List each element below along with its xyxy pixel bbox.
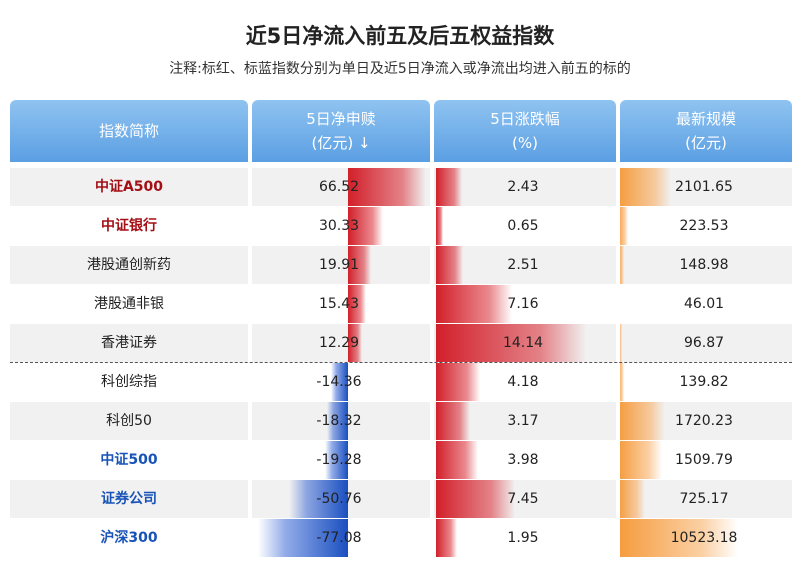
net-flow-bar bbox=[348, 324, 363, 362]
table-row: 中证A500 66.52 2.43 2101.65 bbox=[10, 168, 792, 206]
chart-subtitle: 注释:标红、标蓝指数分别为单日及近5日净流入或净流出均进入前五的标的 bbox=[169, 61, 631, 77]
table-row: 中证银行 30.33 0.65 223.53 bbox=[10, 207, 792, 245]
net-flow-bar bbox=[326, 402, 348, 440]
scale-bar bbox=[618, 168, 672, 206]
net-flow-cell: -19.28 bbox=[316, 452, 362, 468]
change-cell: 3.98 bbox=[507, 452, 539, 468]
change-bar bbox=[436, 363, 481, 401]
index-name-cell: 港股通创新药 bbox=[87, 257, 171, 273]
header-scale-label: 最新规模 bbox=[675, 110, 736, 128]
table-row: 证券公司 -50.76 7.45 725.17 bbox=[10, 480, 792, 518]
net-flow-bar bbox=[288, 480, 348, 518]
net-flow-cell: -18.32 bbox=[316, 413, 362, 429]
scale-cell: 46.01 bbox=[683, 296, 725, 312]
table-row: 科创50 -18.32 3.17 1720.23 bbox=[10, 402, 792, 440]
header-net-flow-label: 5日净申赎 bbox=[306, 110, 376, 128]
net-flow-cell: 19.91 bbox=[318, 257, 360, 273]
change-bar bbox=[436, 324, 586, 362]
change-bar bbox=[436, 168, 462, 206]
index-name-cell: 中证500 bbox=[100, 452, 158, 468]
change-bar bbox=[436, 207, 443, 245]
header-index-name-label: 指数简称 bbox=[98, 122, 159, 140]
index-name-cell: 沪深300 bbox=[100, 530, 158, 546]
column-separator bbox=[616, 168, 620, 568]
net-flow-cell: 12.29 bbox=[318, 335, 360, 351]
change-bar bbox=[436, 402, 470, 440]
change-cell: 3.17 bbox=[507, 413, 539, 429]
scale-cell: 725.17 bbox=[679, 491, 729, 507]
header-scale: 最新规模 (亿元) bbox=[620, 100, 792, 162]
table-row: 香港证券 12.29 14.14 96.87 bbox=[10, 324, 792, 362]
scale-bar bbox=[618, 402, 666, 440]
net-flow-bar bbox=[348, 168, 426, 206]
scale-bar bbox=[618, 480, 645, 518]
table-row: 中证500 -19.28 3.98 1509.79 bbox=[10, 441, 792, 479]
change-cell: 7.45 bbox=[507, 491, 539, 507]
change-cell: 4.18 bbox=[507, 374, 539, 390]
scale-bar bbox=[618, 246, 625, 284]
header-net-flow-unit: (亿元) ↓ bbox=[311, 134, 371, 152]
scale-bar bbox=[618, 363, 624, 401]
column-separator bbox=[430, 168, 434, 568]
change-bar bbox=[436, 285, 512, 323]
change-cell: 0.65 bbox=[507, 218, 539, 234]
index-name-cell: 科创综指 bbox=[101, 374, 157, 390]
change-bar bbox=[436, 480, 516, 518]
change-bar bbox=[436, 246, 463, 284]
scale-cell: 96.87 bbox=[683, 335, 725, 351]
net-flow-cell: 15.43 bbox=[318, 296, 360, 312]
change-bar bbox=[436, 441, 479, 479]
net-flow-bar bbox=[258, 519, 348, 557]
table-row: 港股通非银 15.43 7.16 46.01 bbox=[10, 285, 792, 323]
change-cell: 2.51 bbox=[507, 257, 539, 273]
index-name-cell: 香港证券 bbox=[101, 335, 157, 351]
net-flow-cell: 66.52 bbox=[318, 179, 360, 195]
table-row: 港股通创新药 19.91 2.51 148.98 bbox=[10, 246, 792, 284]
header-net-flow: 5日净申赎 (亿元) ↓ bbox=[252, 100, 430, 162]
header-change-label: 5日涨跌幅 bbox=[490, 110, 560, 128]
scale-bar bbox=[618, 519, 738, 557]
net-flow-cell: -77.08 bbox=[316, 530, 362, 546]
net-flow-cell: -14.36 bbox=[316, 374, 362, 390]
header-index-name: 指数简称 bbox=[10, 100, 248, 162]
scale-bar bbox=[618, 207, 628, 245]
column-separator bbox=[248, 168, 252, 568]
net-flow-bar bbox=[348, 246, 372, 284]
table-row: 沪深300 -77.08 1.95 10523.18 bbox=[10, 519, 792, 557]
change-cell: 1.95 bbox=[507, 530, 539, 546]
header-change-unit: (%) bbox=[512, 134, 538, 152]
change-cell: 14.14 bbox=[502, 335, 544, 351]
net-flow-cell: -50.76 bbox=[316, 491, 362, 507]
change-cell: 2.43 bbox=[507, 179, 539, 195]
scale-cell: 223.53 bbox=[679, 218, 729, 234]
net-flow-bar bbox=[331, 363, 348, 401]
scale-cell: 139.82 bbox=[679, 374, 729, 390]
header-scale-unit: (亿元) bbox=[685, 134, 727, 152]
net-flow-bar bbox=[325, 441, 348, 479]
net-flow-bar bbox=[348, 207, 384, 245]
index-name-cell: 中证银行 bbox=[101, 218, 157, 234]
index-name-cell: 证券公司 bbox=[101, 491, 157, 507]
chart-title: 近5日净流入前五及后五权益指数 bbox=[245, 24, 555, 48]
scale-cell: 2101.65 bbox=[675, 179, 733, 195]
index-name-cell: 中证A500 bbox=[94, 179, 164, 195]
index-name-cell: 科创50 bbox=[106, 413, 152, 429]
scale-cell: 1509.79 bbox=[675, 452, 733, 468]
scale-bar bbox=[618, 441, 662, 479]
table-row: 科创综指 -14.36 4.18 139.82 bbox=[10, 363, 792, 401]
change-cell: 7.16 bbox=[507, 296, 539, 312]
scale-cell: 10523.18 bbox=[670, 530, 738, 546]
header-change: 5日涨跌幅 (%) bbox=[434, 100, 616, 162]
net-flow-cell: 30.33 bbox=[318, 218, 360, 234]
net-flow-bar bbox=[348, 285, 367, 323]
top-bottom-divider bbox=[10, 362, 792, 363]
change-bar bbox=[436, 519, 457, 557]
scale-cell: 148.98 bbox=[679, 257, 729, 273]
index-name-cell: 港股通非银 bbox=[94, 296, 164, 312]
scale-cell: 1720.23 bbox=[675, 413, 733, 429]
